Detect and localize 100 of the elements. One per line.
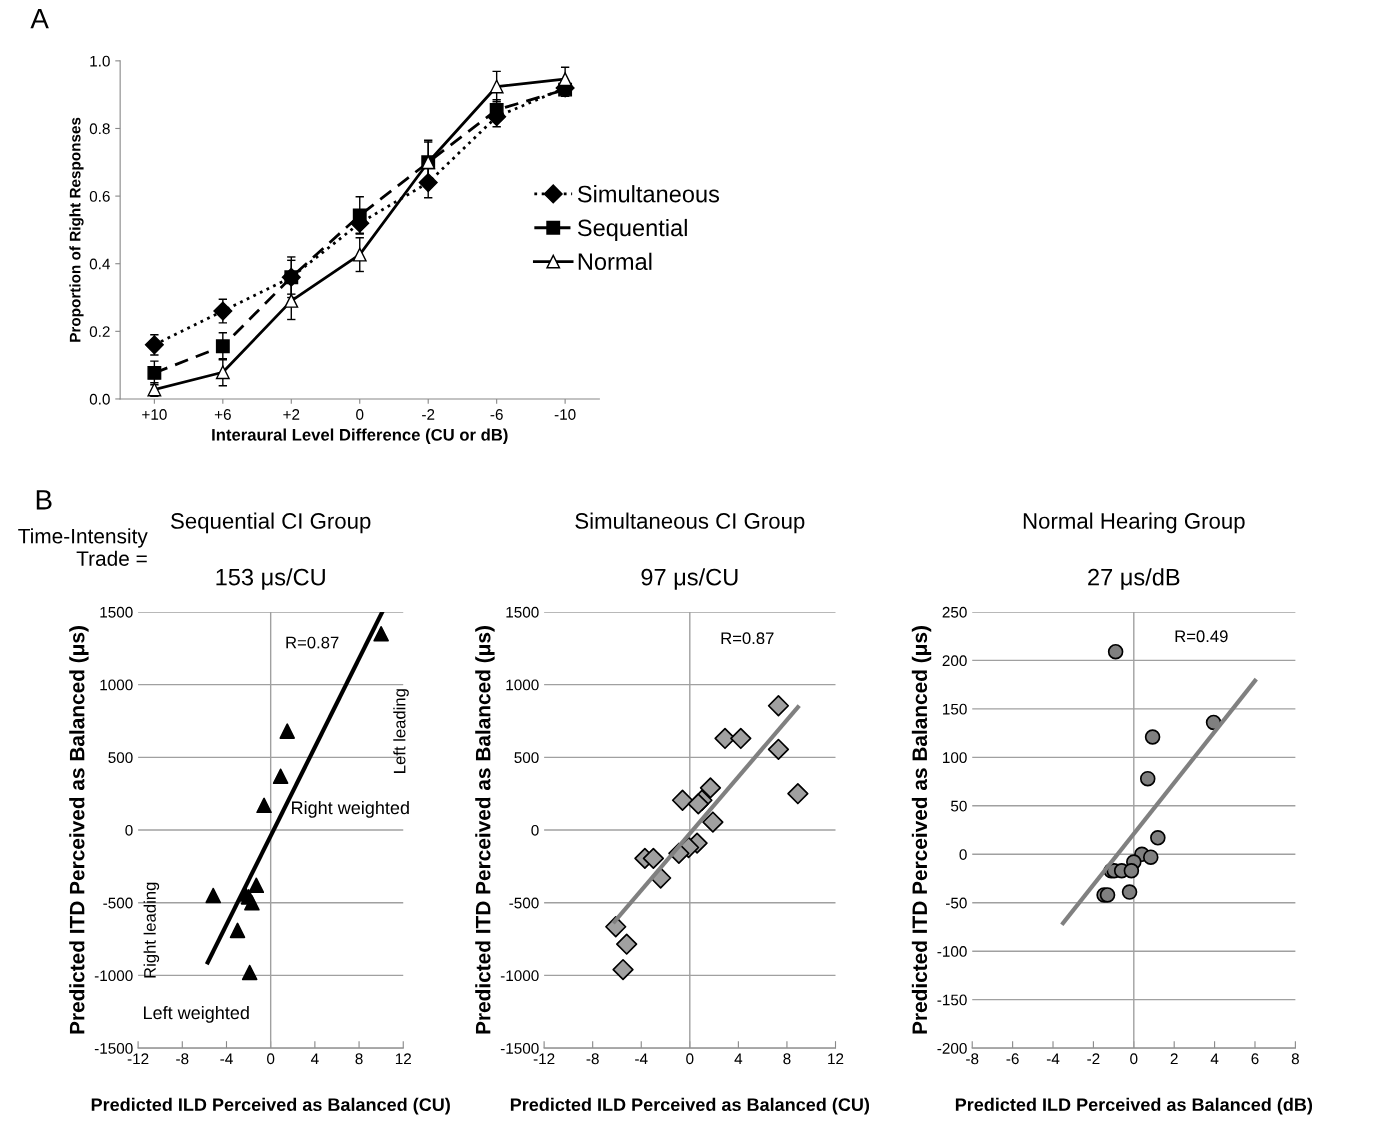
point [1107,643,1124,660]
y-tick-label: -1500 [94,1042,133,1054]
point [284,293,299,308]
y-axis-title: Predicted ITD Perceived as Balanced (μs) [69,626,89,1034]
x-tick-label: -10 [554,409,576,420]
point [1123,862,1140,879]
x-tick-label: -4 [220,1053,233,1065]
x-tick-label: -6 [490,409,503,420]
point [1121,884,1138,900]
point [699,777,722,799]
chart-subtitle: 97 μs/CU [641,568,738,590]
x-tick-label: 12 [828,1053,844,1065]
x-axis-title: Predicted ILD Perceived as Balanced (CU) [510,1097,870,1115]
x-tick-label: 4 [1210,1053,1219,1065]
x-axis-title: Predicted ILD Perceived as Balanced (CU) [91,1097,450,1115]
point [213,301,233,321]
annotation: Left weighted [144,1005,249,1023]
y-axis-title: Predicted ITD Perceived as Balanced (μs) [911,626,932,1034]
y-tick-label: -150 [937,994,967,1006]
y-tick-label: 1.0 [90,55,110,67]
point [352,208,367,223]
y-tick-label: 100 [943,752,967,764]
point [1099,887,1116,903]
point [558,72,573,87]
legend-label: Normal [578,252,652,271]
point [1150,830,1166,846]
y-tick-label: -500 [509,897,539,909]
x-tick-label: -8 [586,1053,599,1065]
point [248,877,265,894]
x-tick-label: 0 [686,1053,694,1065]
y-axis-title: Predicted ITD Perceived as Balanced (μs) [475,626,495,1034]
x-axis-title: Predicted ILD Perceived as Balanced (dB) [955,1097,1313,1115]
x-tick-label: -8 [966,1053,979,1065]
point [418,173,438,193]
point [244,894,260,911]
x-tick-label: 12 [395,1053,411,1065]
point [489,79,504,94]
point [279,723,296,739]
chart-title: Simultaneous CI Group [575,512,805,534]
point [1142,849,1159,865]
y-tick-label: 0.0 [89,393,110,405]
point [714,727,736,750]
x-tick-label: -12 [127,1053,149,1065]
point [272,768,289,785]
text: Time-Intensity Trade = [18,528,148,566]
text: B [36,490,52,510]
x-tick-label: -8 [176,1053,189,1065]
x-tick-label: 8 [1291,1053,1299,1065]
point [229,922,246,939]
x-tick-label: -12 [533,1053,555,1065]
point [256,797,272,814]
x-tick-label: 4 [734,1053,743,1065]
text: A [30,9,49,29]
y-tick-label: -1000 [94,970,133,982]
chart-subtitle: 153 μs/CU [216,568,325,590]
chart-title: Sequential CI Group [171,512,371,534]
y-tick-label: -1500 [500,1042,539,1054]
x-tick-label: -4 [1046,1053,1060,1065]
point [215,365,230,380]
point [787,783,809,805]
point [1139,770,1156,787]
x-tick-label: 0 [267,1053,275,1065]
x-tick-label: 6 [1251,1053,1259,1065]
y-tick-label: 250 [942,606,967,618]
annotation: R=0.87 [721,632,774,645]
point [205,887,222,904]
point [147,365,162,380]
y-tick-label: 500 [514,752,539,764]
annotation: R=0.49 [1175,630,1228,643]
x-tick-label: 8 [355,1053,363,1065]
x-tick-label: 2 [1170,1053,1178,1065]
x-tick-label: -4 [635,1053,648,1065]
y-tick-label: 1000 [506,679,539,691]
point [612,958,634,981]
annotation: R=0.87 [286,636,339,649]
chart-title: Normal Hearing Group [1023,512,1245,534]
point [767,738,790,761]
annotation: Left leading [393,689,409,773]
y-tick-label: 150 [943,703,967,715]
point [671,789,694,811]
point [241,964,258,981]
y-tick-label: -200 [937,1042,967,1054]
x-tick-label: -2 [1087,1053,1100,1065]
x-tick-label: -6 [1006,1053,1019,1065]
x-tick-label: +6 [214,409,231,420]
annotation: Right weighted [292,800,409,818]
y-tick-label: 1000 [100,679,133,691]
x-tick-label: 0 [1130,1053,1138,1065]
legend-label: Sequential [577,218,687,241]
y-tick-label: 0.4 [89,258,110,270]
y-tick-label: 0 [959,849,967,860]
x-tick-label: +10 [142,409,167,420]
x-tick-label: 8 [783,1053,791,1065]
point [215,339,230,354]
point [373,625,389,642]
point [1144,729,1161,745]
point [642,847,665,870]
y-tick-label: 1500 [506,606,539,618]
point [730,727,752,750]
y-tick-label: 200 [942,655,967,667]
